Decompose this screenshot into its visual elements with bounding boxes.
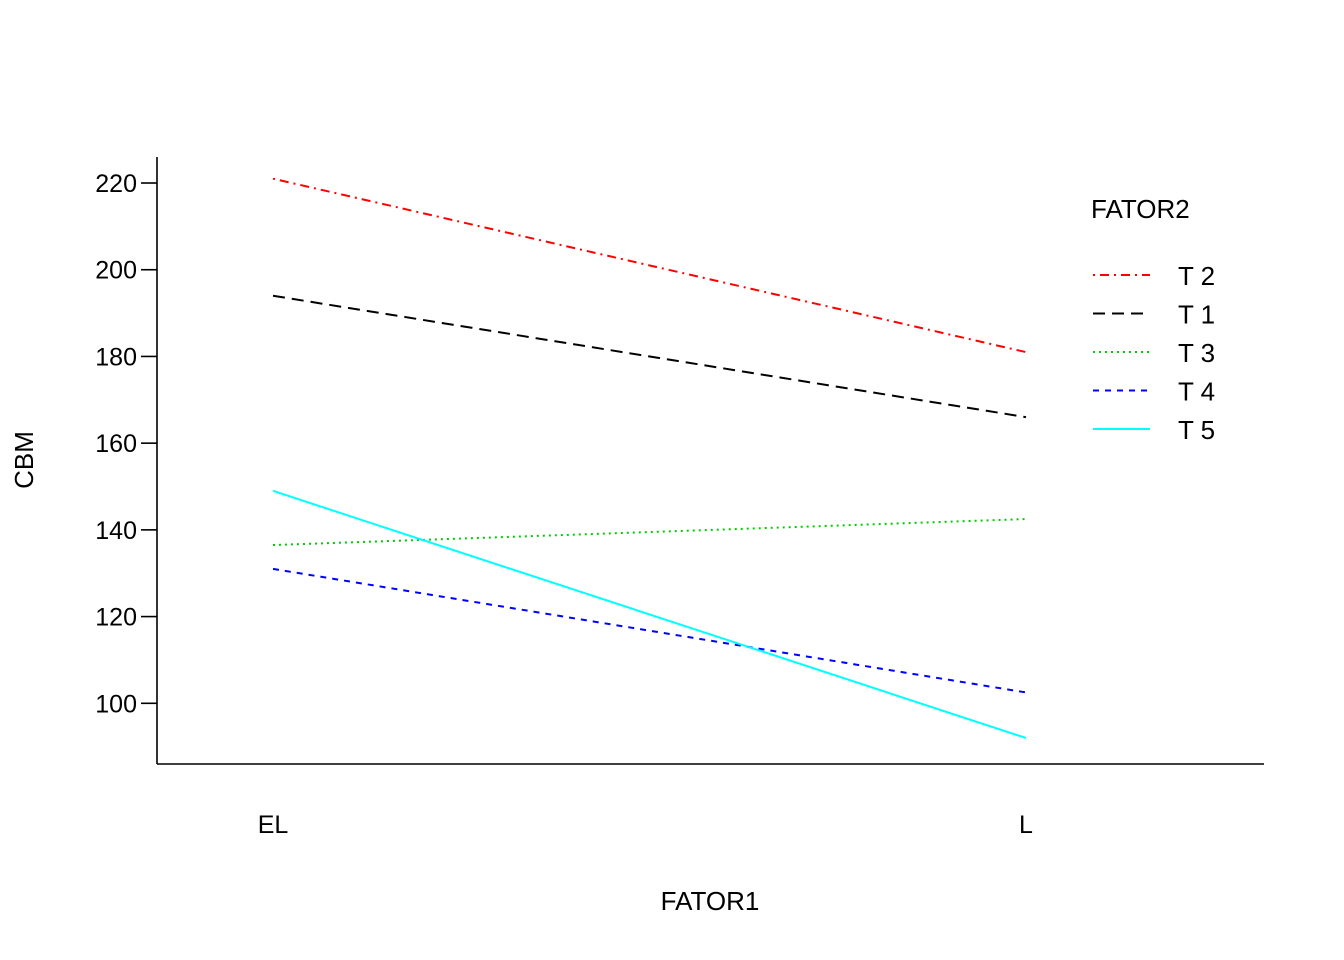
x-tick-label: EL <box>258 811 289 839</box>
legend-items: T 2 T 1 T 3 T 4 T 5 <box>1093 261 1215 445</box>
series-line-t-3 <box>272 518 1027 547</box>
y-tick-label: 200 <box>95 257 137 285</box>
y-axis-title: CBM <box>9 431 39 489</box>
legend-label-t-4: T 4 <box>1178 377 1215 407</box>
y-tick-label: 100 <box>95 690 137 718</box>
series-line-t-1 <box>272 294 1027 419</box>
series-line-t-5 <box>272 489 1027 739</box>
y-tick-label: 140 <box>95 517 137 545</box>
legend-label-t-1: T 1 <box>1178 300 1215 330</box>
y-ticks: 100 120 140 160 180 200 220 <box>95 170 157 718</box>
series-line-t-2 <box>272 177 1027 354</box>
y-tick-label: 120 <box>95 604 137 632</box>
x-tick-label: L <box>1019 811 1033 839</box>
y-tick-label: 180 <box>95 343 137 371</box>
legend-label-t-3: T 3 <box>1178 338 1215 368</box>
y-tick-label: 220 <box>95 170 137 198</box>
axes <box>156 157 1264 765</box>
series-line-t-4 <box>272 567 1027 694</box>
legend-label-t-2: T 2 <box>1178 261 1215 291</box>
x-ticks: EL L <box>258 811 1033 839</box>
legend: FATOR2 T 2 T 1 T 3 T 4 T 5 <box>1091 194 1215 445</box>
y-tick-label: 160 <box>95 430 137 458</box>
x-axis-title: FATOR1 <box>661 886 760 916</box>
legend-title: FATOR2 <box>1091 194 1190 224</box>
legend-label-t-5: T 5 <box>1178 415 1215 445</box>
series-lines <box>272 177 1027 739</box>
